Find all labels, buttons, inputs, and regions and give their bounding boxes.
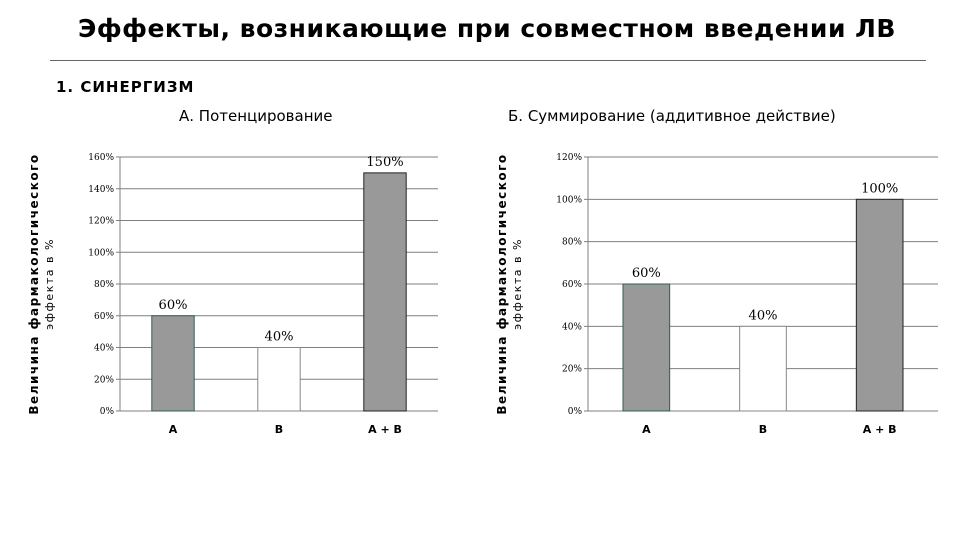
chart-b-category-label-2: В	[759, 423, 767, 436]
chart-b-y-tick-label: 0%	[568, 407, 583, 417]
chart-a-y-tick-label: 60%	[94, 312, 114, 322]
chart-a-data-label-2: 40%	[265, 330, 294, 345]
chart-potentiation: Величина фармакологического эффекта в % 0%…	[27, 153, 438, 436]
chart-a-y-tick-label: 100%	[88, 248, 114, 258]
chart-b-y-tick-label: 100%	[556, 195, 582, 205]
chart-b-title: Б. Суммирование (аддитивное действие)	[508, 107, 836, 125]
chart-b-data-label-3: 100%	[861, 181, 898, 196]
chart-a-title: А. Потенцирование	[179, 107, 333, 125]
chart-a-bar-1	[151, 315, 195, 412]
chart-b-data-label-1: 60%	[632, 266, 661, 281]
chart-b-category-label-1: А	[642, 423, 651, 436]
chart-b-bar-2	[739, 325, 787, 412]
title-divider	[50, 60, 926, 61]
chart-a-category-label-1: А	[169, 423, 178, 436]
slide-title: Эффекты, возникающие при совместном введ…	[77, 14, 896, 43]
chart-a-bar-3	[363, 172, 407, 412]
chart-a-y-tick-label: 160%	[88, 153, 114, 163]
chart-b-y-tick-label: 20%	[562, 365, 582, 375]
chart-a-category-label-2: В	[275, 423, 283, 436]
chart-a-data-label-3: 150%	[366, 155, 403, 170]
chart-a-y-tick-label: 140%	[88, 185, 114, 195]
chart-b-y-tick-label: 60%	[562, 280, 582, 290]
chart-b-data-label-2: 40%	[749, 308, 778, 323]
chart-a-category-label-3: А + В	[368, 423, 402, 436]
chart-a-y-tick-label: 0%	[100, 407, 115, 417]
chart-a-y-tick-label: 120%	[88, 217, 114, 227]
chart-a-y-axis-title: Величина фармакологического эффекта в %	[27, 153, 56, 414]
chart-b-bar-3	[855, 198, 904, 412]
section-heading: 1. СИНЕРГИЗМ	[56, 78, 195, 96]
chart-summation: Величина фармакологического эффекта в % 0%…	[495, 153, 938, 436]
chart-a-y-tick-label: 80%	[94, 280, 114, 290]
chart-b-y-tick-label: 80%	[562, 238, 582, 248]
chart-b-bar-1	[622, 283, 671, 412]
chart-b-y-tick-label: 40%	[562, 322, 582, 332]
chart-b-y-tick-label: 120%	[556, 153, 582, 163]
chart-a-data-label-1: 60%	[159, 298, 188, 313]
chart-a-bar-2	[257, 347, 301, 412]
chart-b-category-label-3: А + В	[863, 423, 897, 436]
chart-a-y-tick-label: 40%	[94, 344, 114, 354]
chart-b-y-axis-title: Величина фармакологического эффекта в %	[495, 153, 524, 414]
chart-a-y-tick-label: 20%	[94, 375, 114, 385]
